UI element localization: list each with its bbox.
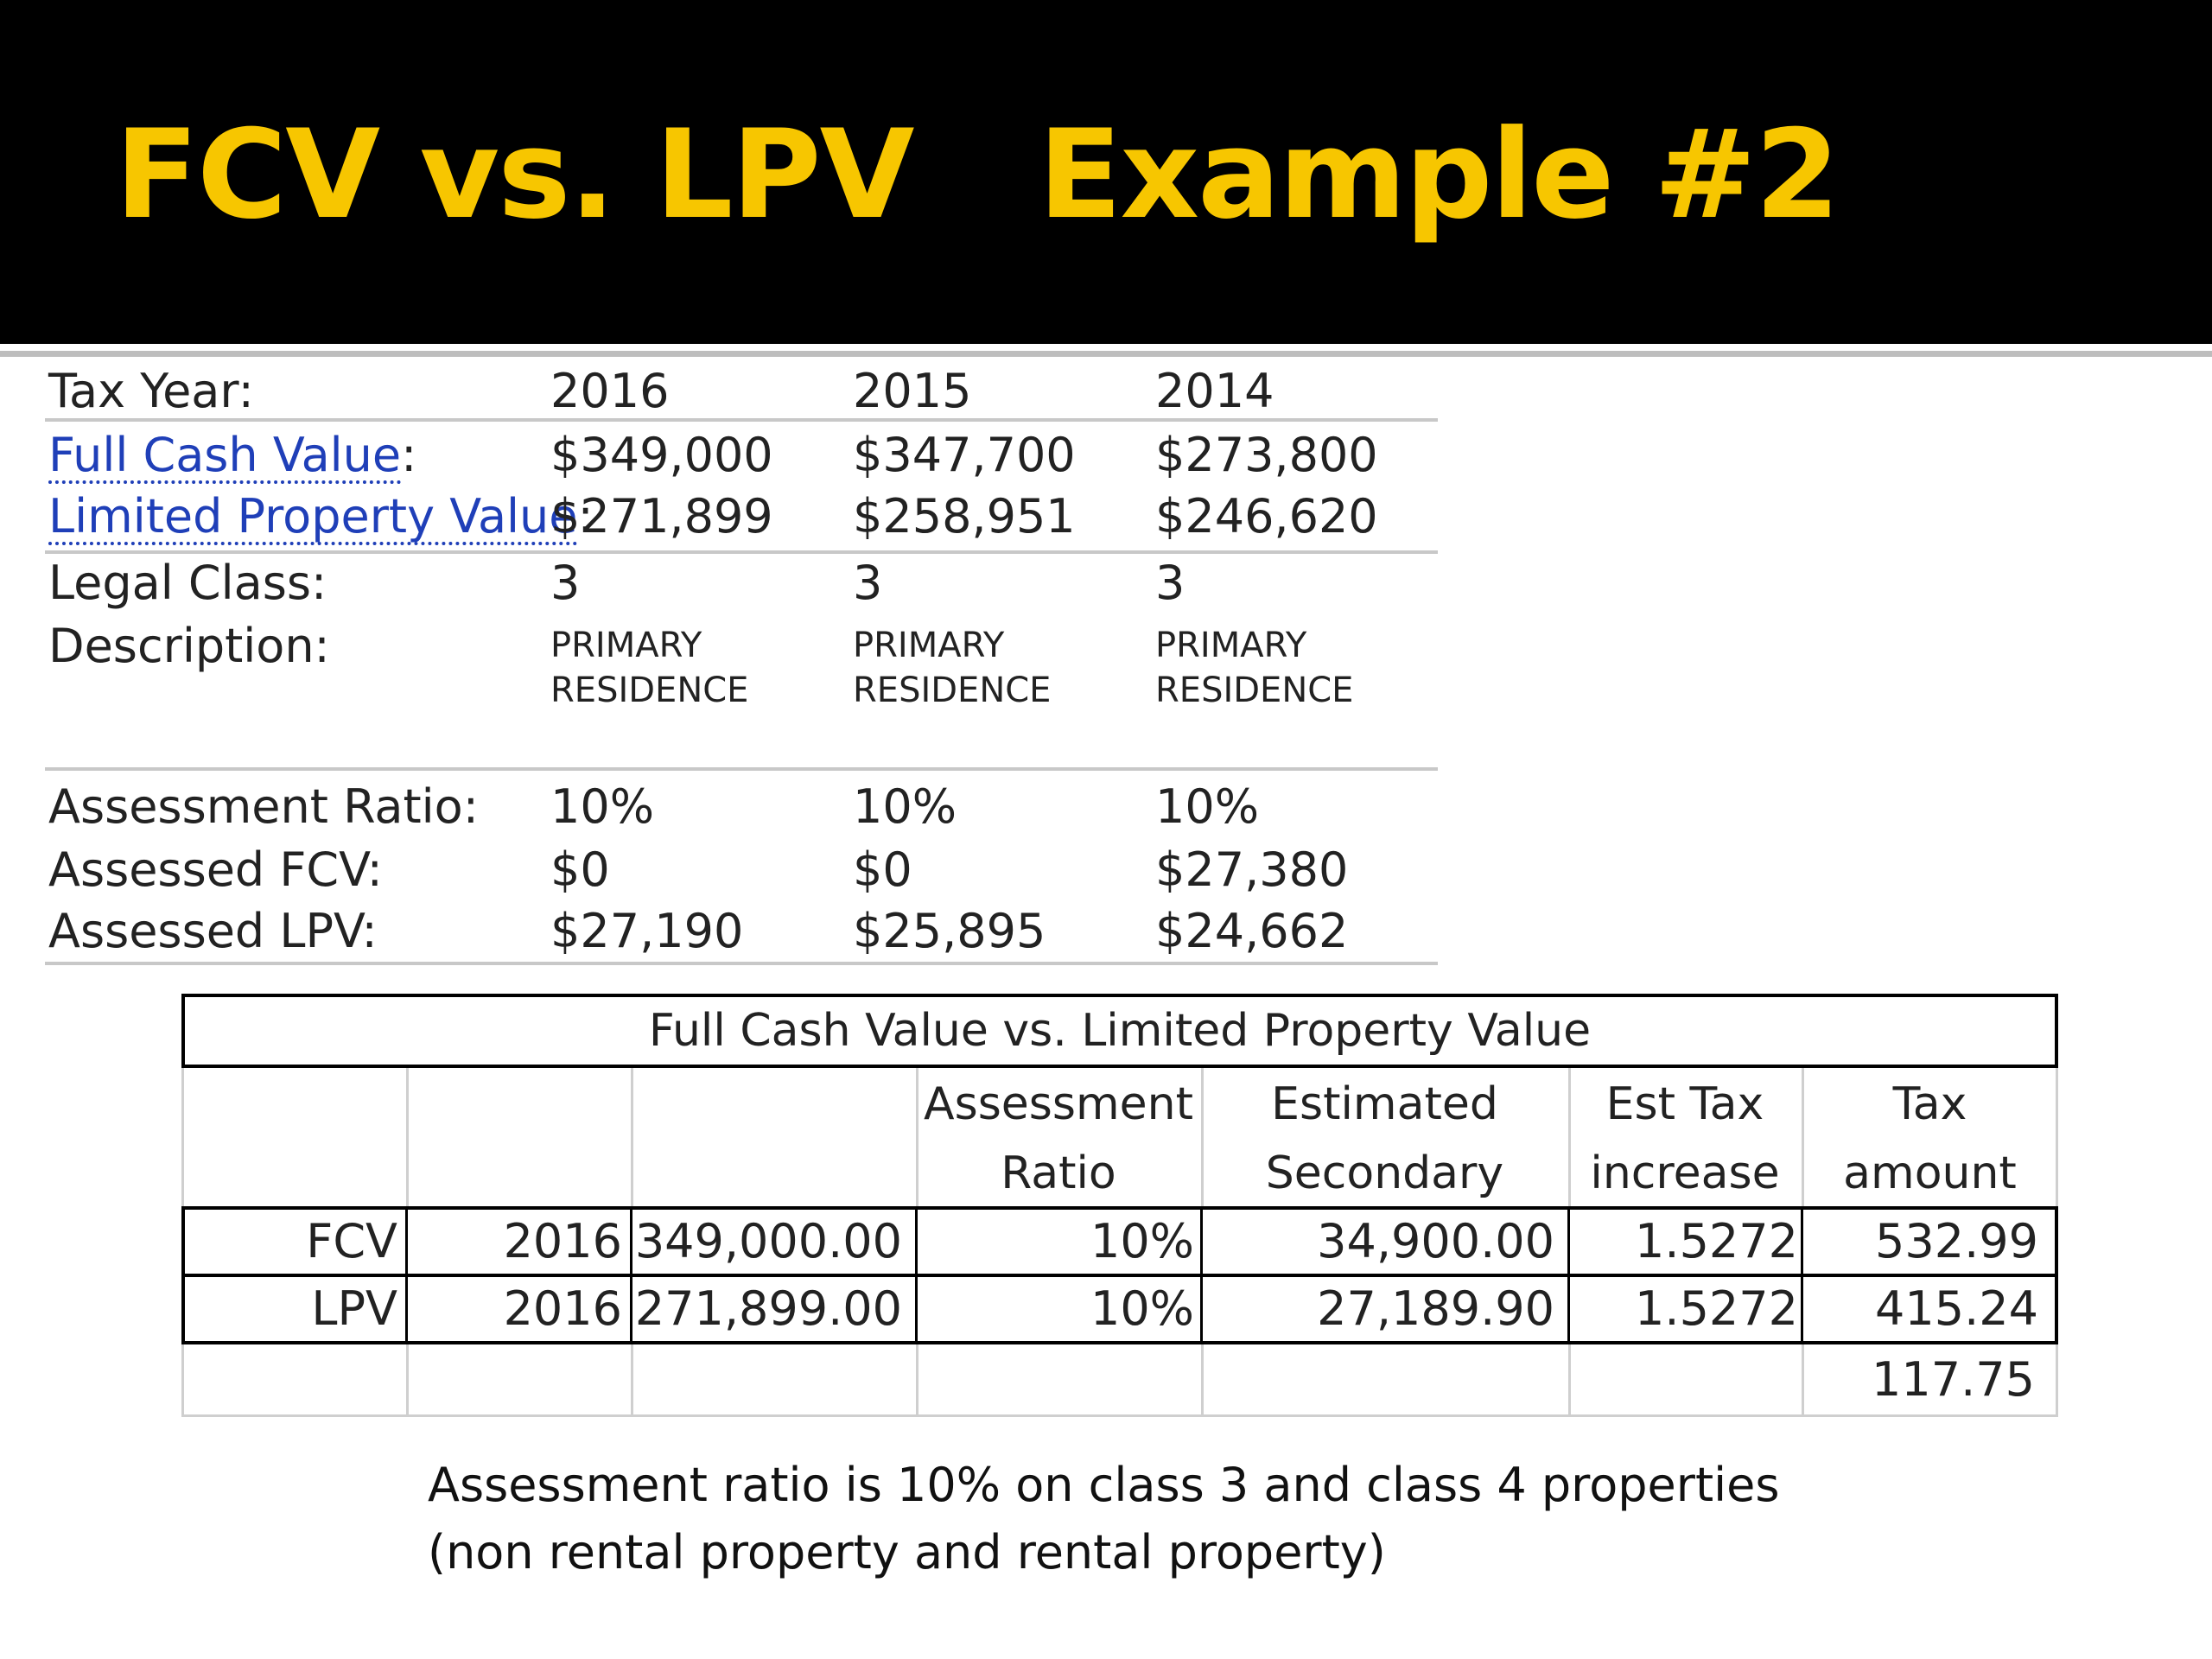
row-rate: 1.5272 [1635,1281,1798,1336]
row-type: FCV [306,1214,397,1268]
row-divider [1801,1206,1803,1344]
full-cash-value-link[interactable]: Full Cash Value [48,428,402,484]
tax-year-row: Tax Year: 2016 2015 2014 [45,361,1438,422]
row-secondary: 34,900.00 [1317,1214,1554,1268]
divider [45,962,1438,965]
legal-class-2016: 3 [550,556,581,610]
tax-year-label: Tax Year: [48,364,254,418]
title-right: Example #2 [1038,104,1840,246]
assessed-fcv-2016: $0 [550,842,610,897]
footnote-line-2: (non rental property and rental property… [428,1525,1386,1580]
assessed-fcv-row: Assessed FCV: $0 $0 $27,380 [45,840,1438,900]
row-value: 271,899.00 [634,1281,902,1336]
row-tax: 415.24 [1875,1281,2038,1336]
row-type: LPV [311,1281,397,1336]
row-divider [1200,1206,1203,1344]
limited-property-value-row: Limited Property Value: $271,899 $258,95… [45,486,1438,547]
assessed-lpv-2015: $25,895 [853,904,1046,958]
description-label: Description: [48,619,330,673]
assessed-lpv-2014: $24,662 [1155,904,1349,958]
ratio-2015: 10% [853,779,957,834]
row-divider [405,1206,408,1344]
ratio-2016: 10% [550,779,655,834]
table-row-lpv: LPV 2016 271,899.00 10% 27,189.90 1.5272… [181,1274,2058,1344]
assessed-lpv-2016: $27,190 [550,904,744,958]
fcv-2016: $349,000 [550,428,773,482]
table-row-fcv: FCV 2016 349,000.00 10% 34,900.00 1.5272… [181,1206,2058,1277]
description-2015: PRIMARY RESIDENCE [853,626,1052,710]
header-est-tax-increase: Est Tax increase [1590,1078,1780,1199]
year-2016: 2016 [550,364,670,418]
divider [45,418,1438,422]
lpv-label-cell: Limited Property Value: [48,486,594,547]
legal-class-2015: 3 [853,556,883,610]
slide-title: FCV vs. LPV Example #2 [115,114,1840,237]
row-year: 2016 [503,1281,622,1336]
lpv-2016: $271,899 [550,489,773,543]
divider [45,550,1438,554]
year-2015: 2015 [853,364,972,418]
row-rate: 1.5272 [1635,1214,1798,1268]
title-bar: FCV vs. LPV Example #2 [0,0,2212,344]
legal-class-row: Legal Class: 3 3 3 [45,553,1438,613]
assessed-lpv-label: Assessed LPV: [48,904,378,958]
comparison-table: Full Cash Value vs. Limited Property Val… [181,994,2058,1417]
footnote: Assessment ratio is 10% on class 3 and c… [428,1452,1810,1586]
footnote-line-1: Assessment ratio is 10% on class 3 and c… [428,1458,1780,1512]
year-2014: 2014 [1155,364,1274,418]
tax-difference: 117.75 [1872,1352,2035,1407]
title-divider [0,351,2212,357]
assessed-fcv-2014: $27,380 [1155,842,1349,897]
full-cash-value-row: Full Cash Value: $349,000 $347,700 $273,… [45,425,1438,486]
description-2016: PRIMARY RESIDENCE [550,626,749,710]
fcv-colon: : [401,428,417,482]
assessed-lpv-row: Assessed LPV: $27,190 $25,895 $24,662 [45,901,1438,962]
legal-class-label: Legal Class: [48,556,327,610]
row-secondary: 27,189.90 [1317,1281,1554,1336]
assessed-fcv-label: Assessed FCV: [48,842,383,897]
title-left: FCV vs. LPV [115,104,914,246]
legal-class-2014: 3 [1155,556,1185,610]
lpv-2015: $258,951 [853,489,1076,543]
row-value: 349,000.00 [634,1214,902,1268]
assessment-ratio-label: Assessment Ratio: [48,779,479,834]
header-assessment-ratio: Assessment Ratio [924,1078,1193,1199]
lpv-colon: : [577,489,594,543]
assessment-ratio-row: Assessment Ratio: 10% 10% 10% [45,777,1438,837]
row-ratio: 10% [1090,1214,1194,1268]
ratio-2014: 10% [1155,779,1260,834]
fcv-2014: $273,800 [1155,428,1378,482]
description-2014: PRIMARY RESIDENCE [1155,626,1354,710]
row-divider [1567,1206,1570,1344]
comparison-caption: Full Cash Value vs. Limited Property Val… [181,994,2058,1068]
row-divider [630,1206,632,1344]
row-ratio: 10% [1090,1281,1194,1336]
divider [45,767,1438,771]
assessed-fcv-2015: $0 [853,842,912,897]
row-tax: 532.99 [1875,1214,2038,1268]
header-estimated-secondary: Estimated Secondary [1265,1078,1504,1199]
fcv-label-cell: Full Cash Value: [48,425,416,486]
row-divider [915,1206,918,1344]
header-tax-amount: Tax amount [1843,1078,2017,1199]
fcv-2015: $347,700 [853,428,1076,482]
lpv-2014: $246,620 [1155,489,1378,543]
row-year: 2016 [503,1214,622,1268]
description-row: Description: PRIMARY RESIDENCE PRIMARY RES… [45,616,1438,711]
limited-property-value-link[interactable]: Limited Property Value [48,489,578,545]
grid-line [181,1414,2058,1417]
